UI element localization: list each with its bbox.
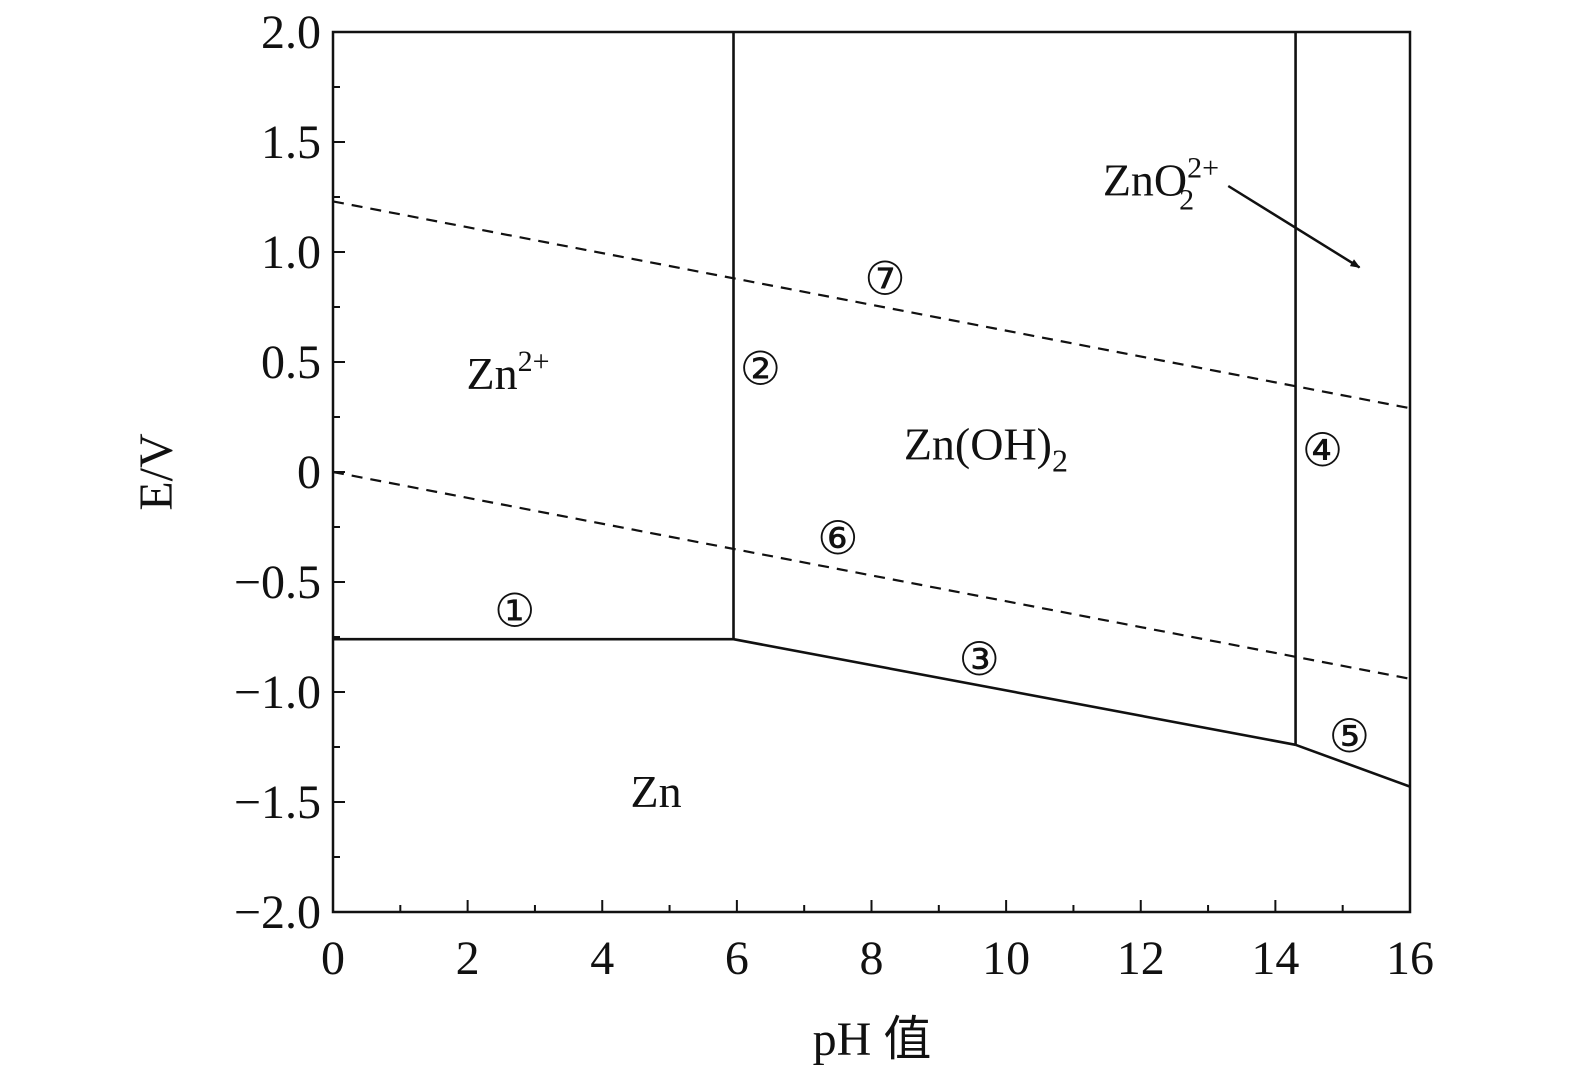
- region-label-subscript: 2: [1179, 183, 1194, 216]
- line-number-label: ⑥: [817, 511, 858, 565]
- region-label: Zn2+: [466, 345, 549, 399]
- plot-frame: [331, 30, 1412, 914]
- y-tick-label: −1.5: [234, 776, 321, 829]
- region-label-base: Zn: [466, 348, 517, 399]
- region-label: ZnO2+ 2: [1103, 151, 1219, 216]
- y-tick-label: 1.5: [261, 116, 321, 169]
- line-number-label: ①: [494, 584, 535, 638]
- boundary-line-7: [332, 200, 1411, 410]
- x-tick-label: 16: [1386, 932, 1434, 985]
- x-tick-label: 0: [321, 932, 345, 985]
- line-number-label: ②: [740, 342, 781, 396]
- x-tick-label: 6: [725, 932, 749, 985]
- line-number-label: ④: [1302, 423, 1343, 477]
- region-label: Zn(OH)2: [904, 418, 1068, 478]
- x-tick-label: 2: [456, 932, 480, 985]
- y-axis-title: E/V: [130, 433, 183, 511]
- x-tick-label: 14: [1251, 932, 1299, 985]
- annotation-arrow: [1227, 184, 1361, 269]
- boundary-line-5: [1295, 743, 1411, 788]
- x-tick-label: 8: [860, 932, 884, 985]
- line-number-label: ⑦: [864, 251, 905, 305]
- boundary-line-3: [733, 637, 1296, 747]
- region-label-base: Zn(OH): [904, 418, 1052, 469]
- region-label-superscript: 2+: [518, 345, 550, 378]
- line-number-label: ③: [959, 632, 1000, 686]
- y-tick-label: 2.0: [261, 6, 321, 59]
- x-tick-label: 4: [590, 932, 614, 985]
- x-tick-label: 10: [982, 932, 1030, 985]
- y-tick-label: −2.0: [234, 886, 321, 939]
- x-axis-title: pH 值: [813, 1013, 932, 1066]
- y-tick-label: 0.5: [261, 336, 321, 389]
- y-tick-label: 1.0: [261, 226, 321, 279]
- y-tick-label: 0: [297, 446, 321, 499]
- boundary-line-6: [332, 470, 1411, 680]
- region-label-subscript: 2: [1052, 442, 1068, 478]
- region-label-superscript: 2+: [1187, 151, 1219, 184]
- region-label: Zn: [631, 766, 682, 817]
- region-label-base: Zn: [631, 766, 682, 817]
- y-tick-label: −0.5: [234, 556, 321, 609]
- line-number-label: ⑤: [1329, 709, 1370, 763]
- x-tick-label: 12: [1117, 932, 1165, 985]
- y-tick-label: −1.0: [234, 666, 321, 719]
- region-label-base: ZnO: [1103, 154, 1187, 205]
